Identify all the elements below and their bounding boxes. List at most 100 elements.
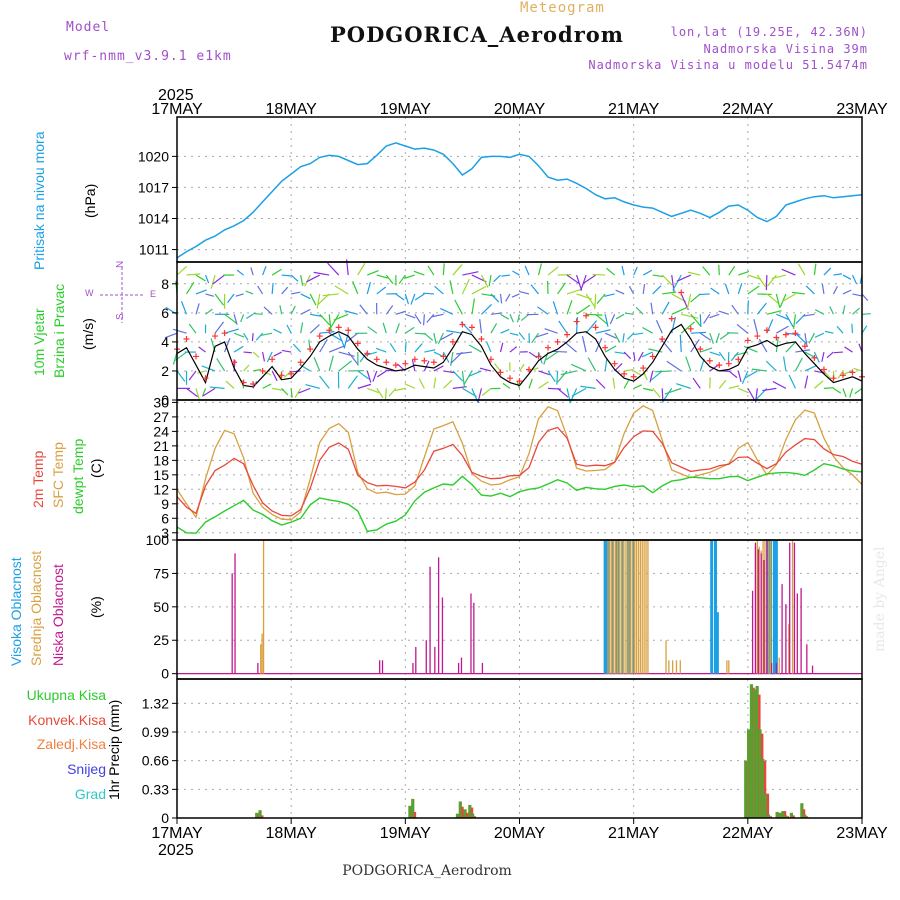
wind-gust-marker <box>706 357 713 364</box>
precip-convective-bar <box>802 809 806 818</box>
precip-total-bar <box>803 814 807 818</box>
wind-arrow <box>376 286 387 295</box>
precip-convective-bar <box>261 815 264 818</box>
wind-arrow <box>671 307 688 315</box>
wind-arrow <box>702 266 711 276</box>
wind-arrow <box>423 292 434 295</box>
x-tick-label-top: 18MAY <box>266 101 318 118</box>
wind-arrow <box>804 333 808 347</box>
wind-gust-marker <box>459 321 466 328</box>
wind-arrow <box>724 283 730 295</box>
cloud-bar-mid <box>788 624 790 674</box>
wind-arrow <box>172 328 187 334</box>
wind-arrow <box>718 379 727 389</box>
wind-arrow <box>614 332 621 343</box>
wind-arrow <box>524 265 530 276</box>
wind-arrow <box>212 274 225 285</box>
wind-gust-marker <box>564 331 571 338</box>
wind-arrow <box>823 267 832 276</box>
year-bottom: 2025 <box>158 842 194 859</box>
x-tick-label-bottom: 18MAY <box>266 825 318 842</box>
cloud-bar-low <box>257 662 259 674</box>
cloud-bar-low <box>429 566 431 674</box>
cloud-bar-mid <box>643 540 645 674</box>
wind-arrow <box>762 387 777 392</box>
wind-arrow <box>291 291 301 295</box>
wind-arrow <box>612 377 616 389</box>
wind-arrow <box>197 370 206 374</box>
wind-arrow <box>558 320 568 334</box>
cloud-bar-low <box>800 588 802 674</box>
cloud-bar-low <box>811 665 814 674</box>
wind-arrow <box>205 308 213 315</box>
wind-arrow <box>471 298 476 315</box>
wind-arrow <box>210 274 216 289</box>
x-tick-label-bottom: 23MAY <box>836 825 888 842</box>
y-tick-label: 8 <box>161 276 169 292</box>
wind-arrow <box>176 370 186 382</box>
wind-arrow <box>186 273 201 276</box>
wind-arrow <box>692 377 701 389</box>
precip-legend-hail: Grad <box>74 786 106 802</box>
wind-arrow <box>685 356 692 372</box>
wind-gust-marker <box>573 318 580 325</box>
wind-arrow <box>273 328 282 334</box>
wind-arrow <box>309 293 317 306</box>
cloud-bar-low <box>441 597 444 674</box>
precip-total-bar <box>468 804 472 818</box>
cloud-bar-mid <box>675 660 678 674</box>
wind-arrow <box>661 274 673 286</box>
wind-arrow <box>626 332 635 340</box>
wind-arrow <box>490 323 498 334</box>
wind-gust-marker <box>687 325 694 332</box>
y-tick-label: 12 <box>153 481 169 497</box>
wind-gust-marker <box>478 335 485 342</box>
wind-arrow <box>422 314 425 326</box>
wind-arrow <box>808 332 815 344</box>
wind-arrow <box>642 269 653 276</box>
model-elevation-text: Nadmorska Visina u modelu 51.5474m <box>588 58 868 72</box>
compass-w: W <box>85 288 94 298</box>
wind-arrow <box>433 333 437 344</box>
cloud-bar-low <box>806 644 808 674</box>
wind-arrow <box>385 274 394 284</box>
precip-convective-bar <box>466 812 469 818</box>
wind-arrow <box>753 319 758 334</box>
precip-total-bar <box>781 811 785 818</box>
wind-arrow <box>595 329 611 334</box>
wind-arrow <box>329 313 340 329</box>
wind-arrow <box>775 337 779 353</box>
cloud-bar-high <box>772 540 776 674</box>
footer-station: PODGORICA_Aerodrom <box>342 863 512 879</box>
wind-gust-marker <box>430 359 437 366</box>
cloud-bar-mid <box>791 540 794 674</box>
wind-arrow <box>843 370 853 375</box>
cloud-bar-low <box>437 557 440 674</box>
wind-arrow <box>681 313 699 319</box>
station-title: PODGORICA_Aerodrom <box>330 22 625 47</box>
wind-gust-marker <box>621 370 628 377</box>
wind-arrow <box>772 381 787 389</box>
cloud-bar-low <box>796 593 798 674</box>
wind-arrow <box>195 289 207 295</box>
wind-arrow <box>842 274 852 280</box>
precip-total-bar <box>789 812 793 818</box>
wind-gust-marker <box>506 375 513 382</box>
wind-arrow <box>490 312 503 315</box>
wind-gust-marker <box>744 337 751 344</box>
wind-arrow <box>596 293 606 304</box>
y-tick-label: 18 <box>153 452 169 468</box>
precip-total-bar <box>463 809 467 818</box>
wind-arrow <box>281 349 292 353</box>
wind-arrow <box>785 332 801 336</box>
wind-arrow <box>652 285 662 295</box>
wind-gust-marker <box>383 359 390 366</box>
wind-arrow <box>853 367 863 372</box>
cloud-bar-low <box>760 553 762 674</box>
wind-arrow <box>319 331 335 334</box>
wind-arrow <box>292 343 302 353</box>
precip-convective-bar <box>763 760 767 818</box>
wind-arrow <box>313 357 321 372</box>
wind-arrow <box>250 267 254 276</box>
wind-arrow <box>290 274 299 282</box>
